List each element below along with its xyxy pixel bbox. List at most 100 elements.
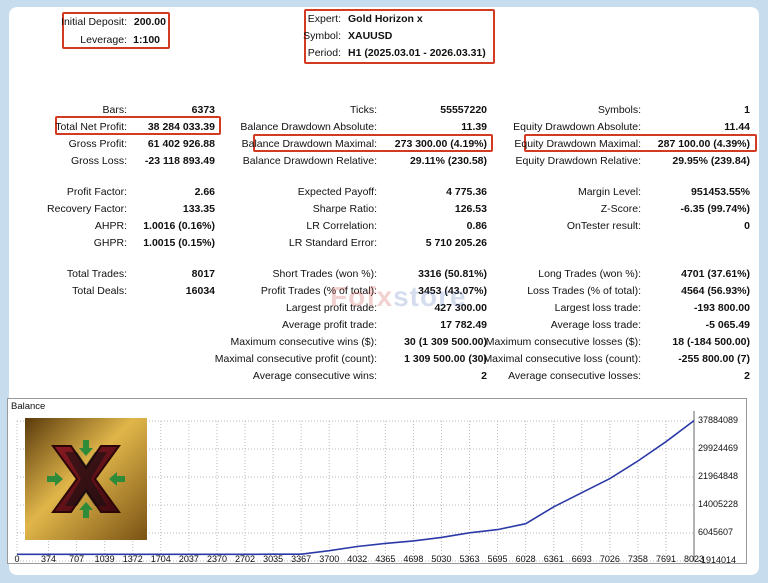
- eq-dd-max-label: Equity Drawdown Maximal:: [514, 138, 641, 150]
- initial-deposit-label: Initial Deposit:: [61, 16, 127, 28]
- lr-corr-label: LR Correlation:: [306, 220, 377, 232]
- ontester-value: 0: [744, 220, 750, 232]
- balance-dd-max-box: [253, 134, 493, 152]
- y-tick-label: 21964848: [698, 471, 739, 481]
- total-deals-label: Total Deals:: [72, 285, 127, 297]
- avg-cons-losses-label: Average consecutive losses:: [508, 370, 641, 382]
- short-trades-label: Short Trades (won %):: [272, 268, 377, 280]
- maximal-cons-profit-label: Maximal consecutive profit (count):: [214, 353, 377, 365]
- bal-dd-max-label: Balance Drawdown Maximal:: [241, 138, 377, 150]
- x-tick-label: 8023: [683, 554, 705, 564]
- avg-profit-value: 17 782.49: [440, 319, 487, 331]
- gross-loss-label: Gross Loss:: [70, 155, 127, 167]
- ontester-label: OnTester result:: [566, 220, 641, 232]
- chart-title: Balance: [11, 401, 46, 412]
- eq-dd-abs-label: Equity Drawdown Absolute:: [513, 121, 641, 133]
- avg-loss-label: Average loss trade:: [550, 319, 641, 331]
- x-tick-label: 1704: [150, 554, 171, 564]
- x-tick-label: 7358: [627, 554, 648, 564]
- x-tick-label: 3035: [263, 554, 284, 564]
- bal-dd-abs-value: 11.39: [461, 121, 487, 133]
- avg-loss-value: -5 065.49: [705, 319, 750, 331]
- leverage-label: Leverage:: [80, 34, 127, 46]
- avg-cons-losses-value: 2: [744, 370, 750, 382]
- x-tick-label: 0: [14, 554, 20, 564]
- total-trades-value: 8017: [191, 268, 215, 280]
- x-tick-label: 4032: [347, 554, 368, 564]
- x-tick-label: 2037: [178, 554, 199, 564]
- largest-loss-value: -193 800.00: [693, 302, 750, 314]
- x-tick-label: 3367: [291, 554, 312, 564]
- equity-dd-max-box: [524, 134, 757, 152]
- gross-loss-value: -23 118 893.49: [144, 155, 215, 167]
- profit-trades-value: 3453 (43.07%): [418, 285, 487, 297]
- lr-corr-value: 0.86: [466, 220, 487, 232]
- expected-payoff-label: Expected Payoff:: [297, 186, 377, 198]
- bars-value: 6373: [191, 104, 215, 116]
- ghpr-value: 1.0015 (0.15%): [143, 237, 215, 249]
- recovery-factor-value: 133.35: [182, 203, 215, 215]
- period-label: Period:: [307, 47, 341, 59]
- largest-profit-value: 427 300.00: [434, 302, 487, 314]
- x-tick-label: 4698: [403, 554, 424, 564]
- recovery-factor-label: Recovery Factor:: [47, 203, 127, 215]
- long-trades-label: Long Trades (won %):: [538, 268, 641, 280]
- loss-trades-value: 4564 (56.93%): [681, 285, 750, 297]
- symbol-value: XAUUSD: [348, 30, 393, 42]
- x-tick-label: 5695: [487, 554, 508, 564]
- sharpe-value: 126.53: [454, 203, 487, 215]
- y-tick-label: 14005228: [698, 499, 739, 509]
- x-tick-label: 6028: [515, 554, 536, 564]
- y-tick-label: -1914014: [698, 555, 737, 565]
- total-deals-value: 16034: [185, 285, 215, 297]
- avg-cons-wins-label: Average consecutive wins:: [252, 370, 377, 382]
- y-tick-label: 29924469: [698, 443, 739, 453]
- watermark-part1: Fofx: [330, 281, 394, 312]
- margin-level-value: 951453.55%: [691, 186, 750, 198]
- ahpr-value: 1.0016 (0.16%): [143, 220, 215, 232]
- lr-err-value: 5 710 205.26: [425, 237, 487, 249]
- gross-profit-label: Gross Profit:: [68, 138, 127, 150]
- zscore-value: -6.35 (99.74%): [680, 203, 750, 215]
- bars-label: Bars:: [102, 104, 127, 116]
- max-cons-wins-value: 30 (1 309 500.00): [404, 336, 487, 348]
- leverage-value: 1:100: [133, 34, 160, 46]
- avg-cons-wins-value: 2: [481, 370, 487, 382]
- x-tick-label: 374: [41, 554, 57, 564]
- profit-trades-label: Profit Trades (% of total):: [260, 285, 377, 297]
- ticks-value: 55557220: [440, 104, 487, 116]
- x-tick-label: 6361: [543, 554, 564, 564]
- bal-dd-abs-label: Balance Drawdown Absolute:: [240, 121, 377, 133]
- profit-factor-value: 2.66: [194, 186, 215, 198]
- max-cons-losses-label: Maximum consecutive losses ($):: [485, 336, 641, 348]
- total-trades-label: Total Trades:: [66, 268, 127, 280]
- x-tick-label: 1039: [94, 554, 115, 564]
- deposit-box: [62, 12, 170, 49]
- x-tick-label: 2370: [206, 554, 227, 564]
- period-value: H1 (2025.03.01 - 2026.03.31): [348, 47, 486, 59]
- long-trades-value: 4701 (37.61%): [681, 268, 750, 280]
- gross-profit-value: 61 402 926.88: [147, 138, 215, 150]
- eq-dd-rel-value: 29.95% (239.84): [672, 155, 750, 167]
- x-tick-label: 3700: [319, 554, 340, 564]
- max-cons-losses-value: 18 (-184 500.00): [672, 336, 750, 348]
- x-tick-label: 2702: [234, 554, 256, 564]
- eq-dd-max-value: 287 100.00 (4.39%): [657, 138, 750, 150]
- maximal-cons-loss-label: Maximal consecutive loss (count):: [483, 353, 641, 365]
- x-tick-label: 5030: [431, 554, 452, 564]
- bal-dd-rel-label: Balance Drawdown Relative:: [242, 155, 377, 167]
- net-profit-label: Total Net Profit:: [55, 121, 127, 133]
- y-tick-label: 6045607: [698, 527, 734, 537]
- eq-dd-rel-label: Equity Drawdown Relative:: [515, 155, 641, 167]
- ahpr-label: AHPR:: [94, 220, 127, 232]
- avg-profit-label: Average profit trade:: [282, 319, 377, 331]
- eq-dd-abs-value: 11.44: [724, 121, 750, 133]
- maximal-cons-loss-value: -255 800.00 (7): [678, 353, 750, 365]
- net-profit-box: [55, 116, 221, 135]
- y-tick-label: 37884089: [698, 415, 739, 425]
- x-tick-label: 7691: [655, 554, 676, 564]
- x-tick-label: 1372: [122, 554, 143, 564]
- watermark: Fofxstore: [330, 281, 467, 313]
- watermark-part2: store: [393, 281, 467, 312]
- sharpe-label: Sharpe Ratio:: [312, 203, 377, 215]
